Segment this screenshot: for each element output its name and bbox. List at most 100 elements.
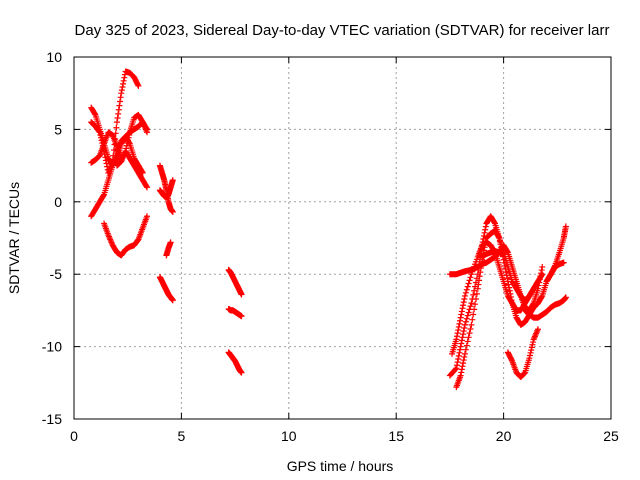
data-point (459, 334, 466, 341)
series-arc11 (225, 266, 245, 298)
data-point (457, 314, 464, 321)
data-point (167, 239, 174, 246)
data-point (455, 327, 462, 334)
data-point (460, 302, 467, 309)
data-point (464, 283, 471, 290)
data-point (476, 277, 483, 284)
data-point (481, 229, 488, 236)
data-point (464, 338, 471, 345)
data-point (538, 267, 545, 274)
data-point (477, 264, 484, 271)
data-point (495, 233, 502, 240)
data-point (120, 77, 127, 84)
data-point (463, 315, 470, 322)
data-point (467, 303, 474, 310)
data-point (467, 274, 474, 281)
data-point (143, 183, 150, 190)
data-point (457, 346, 464, 353)
data-point (461, 324, 468, 331)
data-point (472, 301, 479, 308)
series-arc8 (156, 177, 176, 201)
data-point (534, 326, 541, 333)
data-point (562, 294, 569, 301)
x-tick-label: 0 (70, 428, 78, 444)
data-point (538, 293, 545, 300)
data-point (539, 271, 546, 278)
data-point (460, 360, 467, 367)
data-point (504, 275, 511, 282)
data-point (119, 83, 126, 90)
data-point (467, 326, 474, 333)
data-point (457, 317, 464, 324)
data-point (116, 102, 123, 109)
data-point (539, 263, 546, 270)
data-point (527, 349, 534, 356)
series-arc17 (453, 227, 546, 391)
x-axis-label: GPS time / hours (287, 458, 394, 474)
data-point (461, 296, 468, 303)
data-point (460, 299, 467, 306)
data-point (528, 347, 535, 354)
data-point (459, 305, 466, 312)
data-point (458, 366, 465, 373)
data-point (474, 285, 481, 292)
data-point (503, 269, 510, 276)
series-arc21 (543, 223, 569, 285)
data-point (464, 312, 471, 319)
data-point (169, 297, 176, 304)
x-tick-label: 25 (603, 428, 619, 444)
data-point (476, 273, 483, 280)
series-arc6 (113, 148, 151, 191)
data-point (453, 333, 460, 340)
data-point (478, 260, 485, 267)
series-arc18 (479, 248, 507, 260)
y-tick-label: -10 (42, 339, 62, 355)
data-point (471, 306, 478, 313)
y-tick-label: 0 (54, 194, 62, 210)
x-tick-label: 20 (496, 428, 512, 444)
data-point (530, 339, 537, 346)
data-point (457, 372, 464, 379)
chart-title: Day 325 of 2023, Sidereal Day-to-day VTE… (75, 22, 610, 39)
data-point (453, 336, 460, 343)
data-point (458, 337, 465, 344)
data-point (465, 334, 472, 341)
series-arc7 (156, 162, 176, 215)
data-point (458, 308, 465, 315)
data-point (452, 366, 459, 373)
data-point (117, 98, 124, 105)
data-point (461, 321, 468, 328)
data-point (462, 346, 469, 353)
data-point (118, 87, 125, 94)
data-point (506, 287, 513, 294)
data-point (466, 277, 473, 284)
data-point (530, 301, 537, 308)
data-point (115, 110, 122, 117)
data-point (477, 269, 484, 276)
data-point (470, 291, 477, 298)
data-point (465, 309, 472, 316)
data-point (538, 272, 545, 279)
data-point (526, 355, 533, 362)
series-arc4 (88, 133, 146, 220)
data-point (459, 363, 466, 370)
y-tick-label: -5 (50, 266, 63, 282)
y-tick-label: -15 (42, 411, 62, 427)
data-point (466, 330, 473, 337)
data-point (112, 130, 119, 137)
data-point (562, 223, 569, 230)
data-point (454, 359, 461, 366)
data-point (143, 125, 150, 132)
series-arc10 (156, 274, 176, 304)
data-point (455, 323, 462, 330)
data-point (481, 244, 488, 251)
x-tick-label: 5 (178, 428, 186, 444)
data-point (482, 226, 489, 233)
data-point (508, 356, 515, 363)
series-arc9 (163, 239, 174, 259)
data-point (465, 280, 472, 287)
data-point (135, 82, 142, 89)
data-point (470, 311, 477, 318)
data-point (468, 321, 475, 328)
data-point (458, 369, 465, 376)
